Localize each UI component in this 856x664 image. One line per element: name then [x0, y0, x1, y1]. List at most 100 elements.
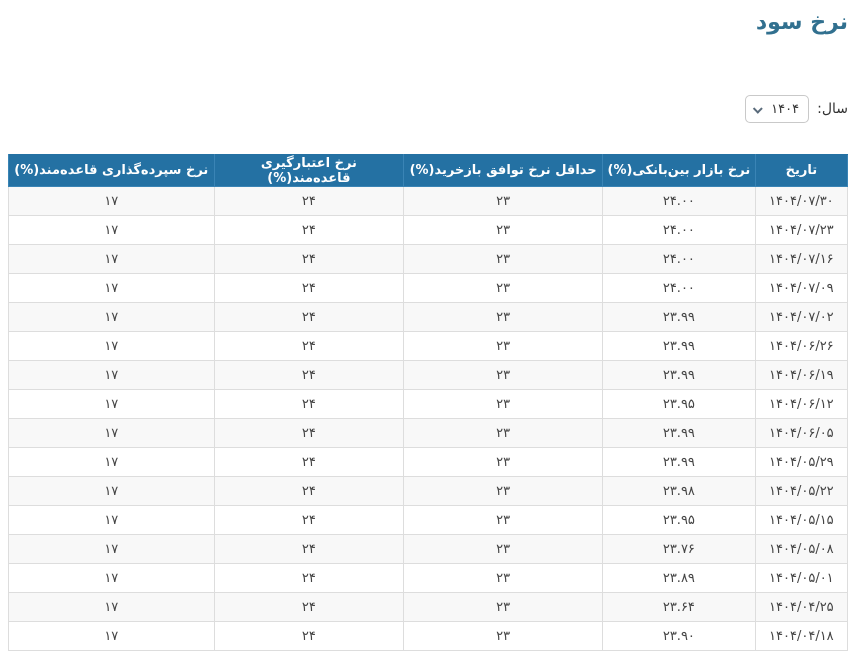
table-row: ۱۴۰۴/۰۷/۲۳ ۲۴.۰۰ ۲۳ ۲۴ ۱۷	[8, 215, 849, 245]
cell-repo_min: ۲۳	[403, 331, 604, 361]
cell-repo_min: ۲۳	[403, 186, 604, 216]
cell-repo_min: ۲۳	[403, 244, 604, 274]
cell-interbank: ۲۴.۰۰	[602, 186, 756, 216]
cell-interbank: ۲۴.۰۰	[602, 215, 756, 245]
cell-repo_min: ۲۳	[403, 389, 604, 419]
cell-date: ۱۴۰۴/۰۶/۲۶	[754, 331, 849, 361]
cell-lending: ۲۴	[213, 621, 405, 651]
cell-lending: ۲۴	[213, 331, 405, 361]
cell-interbank: ۲۳.۹۹	[602, 331, 756, 361]
cell-interbank: ۲۳.۹۸	[602, 476, 756, 506]
year-select[interactable]: ۱۴۰۴	[745, 95, 810, 123]
cell-lending: ۲۴	[213, 418, 405, 448]
cell-repo_min: ۲۳	[403, 476, 604, 506]
cell-repo_min: ۲۳	[403, 215, 604, 245]
cell-interbank: ۲۳.۹۹	[602, 302, 756, 332]
cell-repo_min: ۲۳	[403, 360, 604, 390]
cell-date: ۱۴۰۴/۰۴/۲۵	[754, 592, 849, 622]
column-header-deposit: نرخ سپرده‌گذاری قاعده‌مند(%)	[8, 154, 215, 187]
cell-repo_min: ۲۳	[403, 534, 604, 564]
year-label: سال:	[817, 101, 848, 117]
table-row: ۱۴۰۴/۰۷/۰۲ ۲۳.۹۹ ۲۳ ۲۴ ۱۷	[8, 302, 849, 332]
table-body: ۱۴۰۴/۰۷/۳۰ ۲۴.۰۰ ۲۳ ۲۴ ۱۷ ۱۴۰۴/۰۷/۲۳ ۲۴.۰۰ ۲۳ ۲۴…	[8, 186, 849, 651]
cell-lending: ۲۴	[213, 215, 405, 245]
table-row: ۱۴۰۴/۰۷/۱۶ ۲۴.۰۰ ۲۳ ۲۴ ۱۷	[8, 244, 849, 274]
cell-deposit: ۱۷	[8, 621, 215, 651]
column-header-lending: نرخ اعتبارگیری قاعده‌مند(%)	[213, 154, 405, 187]
cell-interbank: ۲۴.۰۰	[602, 273, 756, 303]
cell-interbank: ۲۳.۹۹	[602, 360, 756, 390]
page-title: نرخ سود	[755, 10, 848, 35]
cell-repo_min: ۲۳	[403, 563, 604, 593]
table-row: ۱۴۰۴/۰۵/۲۲ ۲۳.۹۸ ۲۳ ۲۴ ۱۷	[8, 476, 849, 506]
cell-deposit: ۱۷	[8, 476, 215, 506]
table-row: ۱۴۰۴/۰۴/۲۵ ۲۳.۶۴ ۲۳ ۲۴ ۱۷	[8, 592, 849, 622]
cell-interbank: ۲۳.۹۵	[602, 505, 756, 535]
table-row: ۱۴۰۴/۰۶/۱۹ ۲۳.۹۹ ۲۳ ۲۴ ۱۷	[8, 360, 849, 390]
cell-interbank: ۲۴.۰۰	[602, 244, 756, 274]
cell-repo_min: ۲۳	[403, 447, 604, 477]
table-row: ۱۴۰۴/۰۵/۰۱ ۲۳.۸۹ ۲۳ ۲۴ ۱۷	[8, 563, 849, 593]
cell-deposit: ۱۷	[8, 592, 215, 622]
table-row: ۱۴۰۴/۰۶/۲۶ ۲۳.۹۹ ۲۳ ۲۴ ۱۷	[8, 331, 849, 361]
cell-deposit: ۱۷	[8, 505, 215, 535]
cell-lending: ۲۴	[213, 534, 405, 564]
cell-deposit: ۱۷	[8, 389, 215, 419]
cell-date: ۱۴۰۴/۰۷/۳۰	[754, 186, 849, 216]
table-row: ۱۴۰۴/۰۵/۱۵ ۲۳.۹۵ ۲۳ ۲۴ ۱۷	[8, 505, 849, 535]
cell-repo_min: ۲۳	[403, 418, 604, 448]
year-selector-row: سال: ۱۴۰۴	[8, 95, 848, 123]
cell-date: ۱۴۰۴/۰۵/۰۸	[754, 534, 849, 564]
cell-lending: ۲۴	[213, 273, 405, 303]
cell-deposit: ۱۷	[8, 534, 215, 564]
cell-date: ۱۴۰۴/۰۴/۱۸	[754, 621, 849, 651]
cell-interbank: ۲۳.۷۶	[602, 534, 756, 564]
cell-deposit: ۱۷	[8, 215, 215, 245]
cell-lending: ۲۴	[213, 476, 405, 506]
cell-interbank: ۲۳.۹۹	[602, 418, 756, 448]
cell-date: ۱۴۰۴/۰۵/۲۹	[754, 447, 849, 477]
table-row: ۱۴۰۴/۰۷/۳۰ ۲۴.۰۰ ۲۳ ۲۴ ۱۷	[8, 186, 849, 216]
table-head: تاریخ نرخ بازار بین‌بانکی(%) حداقل نرخ توا…	[8, 154, 849, 187]
cell-lending: ۲۴	[213, 505, 405, 535]
chevron-down-icon	[752, 103, 763, 114]
cell-lending: ۲۴	[213, 244, 405, 274]
cell-deposit: ۱۷	[8, 563, 215, 593]
cell-lending: ۲۴	[213, 447, 405, 477]
table-row: ۱۴۰۴/۰۵/۰۸ ۲۳.۷۶ ۲۳ ۲۴ ۱۷	[8, 534, 849, 564]
cell-date: ۱۴۰۴/۰۷/۱۶	[754, 244, 849, 274]
cell-repo_min: ۲۳	[403, 302, 604, 332]
cell-deposit: ۱۷	[8, 360, 215, 390]
cell-deposit: ۱۷	[8, 273, 215, 303]
cell-lending: ۲۴	[213, 563, 405, 593]
header-row: تاریخ نرخ بازار بین‌بانکی(%) حداقل نرخ توا…	[8, 154, 849, 187]
cell-deposit: ۱۷	[8, 186, 215, 216]
year-select-value: ۱۴۰۴	[771, 101, 800, 117]
cell-date: ۱۴۰۴/۰۵/۱۵	[754, 505, 849, 535]
cell-deposit: ۱۷	[8, 302, 215, 332]
cell-interbank: ۲۳.۸۹	[602, 563, 756, 593]
cell-date: ۱۴۰۴/۰۷/۲۳	[754, 215, 849, 245]
cell-deposit: ۱۷	[8, 447, 215, 477]
column-header-date: تاریخ	[754, 154, 849, 187]
cell-lending: ۲۴	[213, 186, 405, 216]
cell-repo_min: ۲۳	[403, 592, 604, 622]
cell-lending: ۲۴	[213, 389, 405, 419]
cell-interbank: ۲۳.۶۴	[602, 592, 756, 622]
cell-lending: ۲۴	[213, 360, 405, 390]
cell-date: ۱۴۰۴/۰۶/۰۵	[754, 418, 849, 448]
cell-interbank: ۲۳.۹۵	[602, 389, 756, 419]
cell-interbank: ۲۳.۹۹	[602, 447, 756, 477]
interest-rates-table: تاریخ نرخ بازار بین‌بانکی(%) حداقل نرخ توا…	[8, 154, 849, 651]
cell-deposit: ۱۷	[8, 418, 215, 448]
cell-date: ۱۴۰۴/۰۶/۱۹	[754, 360, 849, 390]
table-row: ۱۴۰۴/۰۶/۰۵ ۲۳.۹۹ ۲۳ ۲۴ ۱۷	[8, 418, 849, 448]
table-row: ۱۴۰۴/۰۵/۲۹ ۲۳.۹۹ ۲۳ ۲۴ ۱۷	[8, 447, 849, 477]
cell-date: ۱۴۰۴/۰۶/۱۲	[754, 389, 849, 419]
cell-repo_min: ۲۳	[403, 273, 604, 303]
cell-date: ۱۴۰۴/۰۵/۲۲	[754, 476, 849, 506]
table-row: ۱۴۰۴/۰۶/۱۲ ۲۳.۹۵ ۲۳ ۲۴ ۱۷	[8, 389, 849, 419]
cell-repo_min: ۲۳	[403, 621, 604, 651]
cell-deposit: ۱۷	[8, 244, 215, 274]
